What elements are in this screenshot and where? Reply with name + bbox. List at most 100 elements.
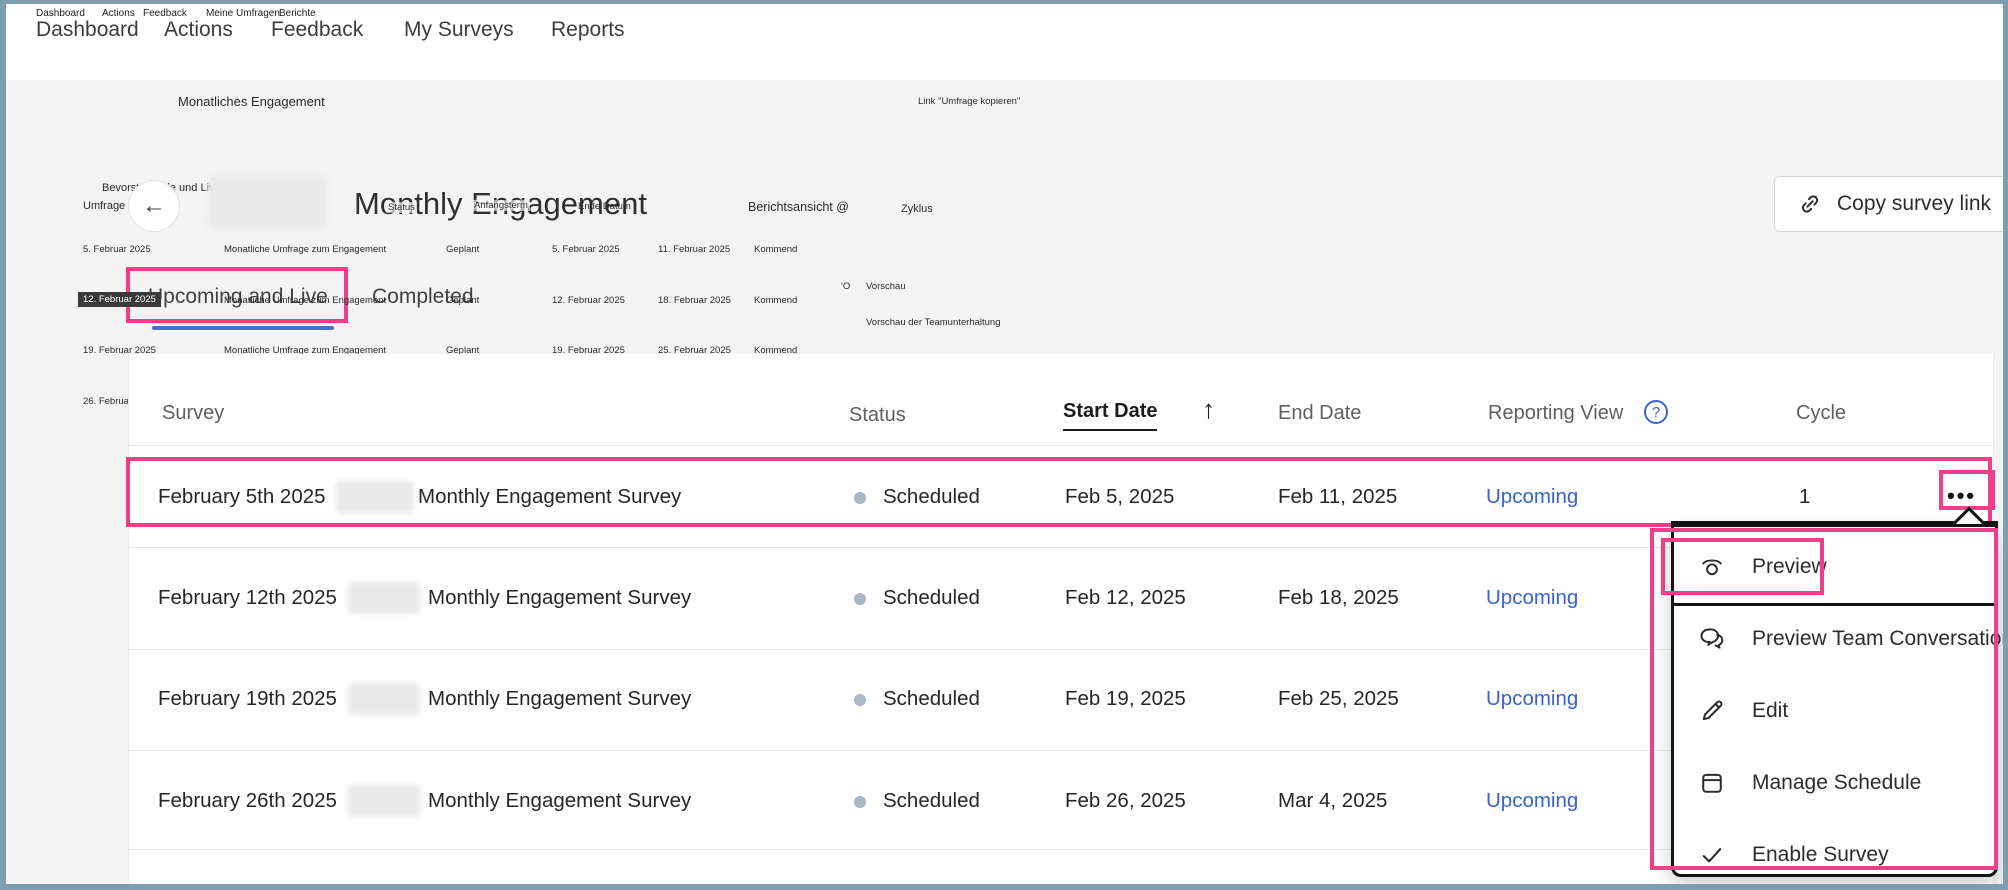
tab-completed[interactable]: Completed <box>372 285 474 308</box>
eye-icon <box>1702 559 1722 576</box>
ghost-cell: 12. Februar 2025 <box>552 295 625 306</box>
start-date-value: Feb 26, 2025 <box>1065 789 1186 812</box>
ghost-survey-label: Umfrage <box>83 200 126 212</box>
chat-icon <box>1700 628 1724 649</box>
status-dot-icon <box>854 593 866 605</box>
menu-separator-black <box>1671 603 1998 606</box>
ghost-menu-preview: Vorschau <box>866 281 906 292</box>
back-arrow-icon: ← <box>142 192 166 219</box>
reporting-view-link[interactable]: Upcoming <box>1486 485 1579 508</box>
menu-item-manage-schedule[interactable]: Manage Schedule <box>1698 769 1921 797</box>
annotation-box-menu <box>1650 528 1998 870</box>
ghost-col-end: Ende Datum <box>578 201 631 212</box>
end-date-value: Feb 18, 2025 <box>1278 586 1399 609</box>
app-window: Dashboard Actions Feedback Meine Umfrage… <box>6 4 2003 884</box>
sort-ascending-icon: ↑ <box>1202 394 1215 424</box>
ghost-col-reporting: Berichtsansicht @ <box>748 200 849 214</box>
redacted-name-blur <box>336 481 414 513</box>
reporting-view-link[interactable]: Upcoming <box>1486 586 1579 609</box>
ghost-cell: 26. Februar 2025 <box>83 396 156 407</box>
annotation-box-preview-item <box>1661 538 1824 595</box>
survey-name-prefix: February 26th 2025 <box>158 789 337 812</box>
ghost-cell: 19. Februar 2025 <box>552 345 625 356</box>
status-value: Scheduled <box>883 586 980 609</box>
copy-survey-link-button[interactable]: Copy survey link <box>1774 176 2003 232</box>
ghost-cell: 25. Februar 2025 <box>658 345 731 356</box>
survey-name-suffix: Monthly Engagement Survey <box>428 789 692 812</box>
ghost-col-cycle: Zyklus <box>901 203 933 215</box>
ghost-cell: Monatliche Umfrage zum Engagement <box>224 345 387 356</box>
cycle-value: 1 <box>1799 485 1811 508</box>
col-header-end-date[interactable]: End Date <box>1278 402 1362 424</box>
row-divider <box>128 750 1994 751</box>
menu-item-label: Manage Schedule <box>1752 771 1922 794</box>
menu-item-label: Preview <box>1752 555 1827 578</box>
menu-item-edit[interactable]: Edit <box>1698 697 1788 725</box>
reporting-view-link[interactable]: Upcoming <box>1486 687 1579 710</box>
status-dot-icon <box>854 492 866 504</box>
help-glyph: ? <box>1651 403 1661 421</box>
col-header-status[interactable]: Status <box>849 404 906 426</box>
ghost-col-status: Status <box>386 202 417 213</box>
ghost-cell: Kommend <box>754 345 798 356</box>
menu-item-enable-survey[interactable]: Enable Survey <box>1698 841 1889 869</box>
nav-item-feedback[interactable]: Feedback <box>271 18 364 41</box>
col-header-survey[interactable]: Survey <box>162 402 225 424</box>
reporting-view-link[interactable]: Upcoming <box>1486 789 1579 812</box>
nav-item-dashboard[interactable]: Dashboard <box>36 18 139 41</box>
ghost-menu-preview-team: Vorschau der Teamunterhaltung <box>866 317 1001 328</box>
link-icon <box>1801 195 1819 213</box>
nav-item-reports[interactable]: Reports <box>551 18 625 41</box>
status-value: Scheduled <box>883 789 980 812</box>
ghost-cell: 5. Februar 2025 <box>552 244 620 255</box>
row-divider <box>128 849 1994 850</box>
nav-ghost-feedback: Feedback <box>143 8 187 19</box>
ghost-cell: Geplant <box>446 295 480 306</box>
top-navbar: Dashboard Actions Feedback Meine Umfrage… <box>6 4 2003 80</box>
nav-ghost-my-surveys: Meine Umfragen <box>206 8 280 19</box>
ghost-cell-selected: 12. Februar 2025 <box>78 292 161 307</box>
survey-name-suffix: Monthly Engagement Survey <box>428 586 692 609</box>
ghost-cell: 18. Februar 2025 <box>658 295 731 306</box>
redacted-name-blur <box>348 683 420 715</box>
menu-item-label: Enable Survey <box>1752 843 1889 866</box>
ghost-cell: Geplant <box>446 345 480 356</box>
status-value: Scheduled <box>883 485 980 508</box>
col-header-start-date[interactable]: Start Date <box>1063 400 1158 431</box>
col-header-cycle[interactable]: Cycle <box>1796 402 1847 424</box>
ghost-page-title: Monatliches Engagement <box>178 94 325 109</box>
reporting-view-help-icon[interactable]: ? <box>1644 400 1668 424</box>
ghost-cell: Geplant <box>446 244 480 255</box>
nav-ghost-actions: Actions <box>102 8 135 19</box>
ghost-col-start: Anfangsterm <box>472 200 530 211</box>
col-header-reporting-view[interactable]: Reporting View <box>1488 402 1624 424</box>
tab-upcoming-and-live[interactable]: Upcoming and Live <box>148 285 328 308</box>
ghost-cell: 11. Februar 2025 <box>658 244 731 255</box>
back-button[interactable]: ← <box>128 180 180 232</box>
nav-ghost-dashboard: Dashboard <box>36 8 85 19</box>
check-icon <box>1702 848 1722 863</box>
status-dot-icon <box>854 796 866 808</box>
header-divider <box>128 445 1994 446</box>
survey-name-prefix: February 12th 2025 <box>158 586 337 609</box>
redacted-name-blur <box>348 785 420 817</box>
survey-name-suffix: Monthly Engagement Survey <box>428 687 692 710</box>
menu-item-preview-team-conversation[interactable]: Preview Team Conversation <box>1698 625 2003 653</box>
start-date-value: Feb 12, 2025 <box>1065 586 1186 609</box>
nav-item-my-surveys[interactable]: My Surveys <box>404 18 514 41</box>
ghost-copy-tooltip: Link "Umfrage kopieren" <box>918 96 1021 107</box>
menu-item-preview[interactable]: Preview <box>1698 553 1827 581</box>
menu-item-label: Preview Team Conversation <box>1752 627 2003 650</box>
end-date-value: Feb 11, 2025 <box>1278 485 1398 508</box>
end-date-value: Feb 25, 2025 <box>1278 687 1399 710</box>
row-divider <box>128 649 1994 650</box>
nav-item-actions[interactable]: Actions <box>164 18 233 41</box>
ghost-cell: Kommend <box>754 295 798 306</box>
ghost-cell: 19. Februar 2025 <box>83 345 156 356</box>
survey-name-suffix: Monthly Engagement Survey <box>418 485 682 508</box>
survey-name-prefix: February 5th 2025 <box>158 485 326 508</box>
context-menu: Preview Preview Team Conversation Edit M… <box>1671 524 2003 877</box>
more-actions-button[interactable]: ••• <box>1947 483 1977 508</box>
copy-survey-link-label: Copy survey link <box>1837 192 1992 215</box>
